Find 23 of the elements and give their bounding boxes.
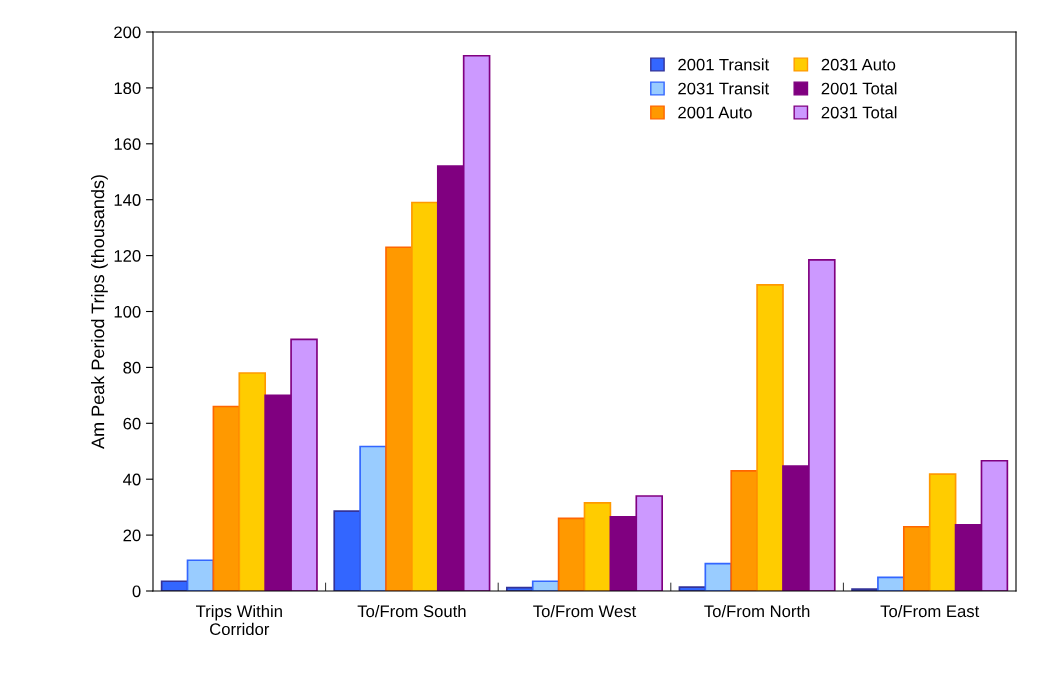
legend-label: 2001 Total — [821, 82, 897, 95]
y-tick-label: 100 — [114, 305, 141, 318]
y-axis-title: Am Peak Period Trips (thousands) — [91, 175, 108, 449]
y-tick-label: 60 — [123, 417, 141, 430]
y-tick-label: 20 — [123, 529, 141, 542]
legend-label: 2031 Total — [821, 106, 897, 119]
y-tick-label: 40 — [123, 473, 141, 486]
x-tick-label: To/From West — [533, 604, 637, 618]
y-tick-label: 140 — [114, 194, 141, 206]
y-tick-label: 0 — [132, 585, 141, 598]
y-tick-label: 80 — [123, 361, 141, 374]
x-tick-label: To/From North — [704, 604, 810, 618]
y-tick-label: 120 — [114, 250, 141, 262]
legend-label: 2001 Transit — [678, 58, 770, 71]
legend-label: 2031 Auto — [821, 58, 896, 71]
y-tick-label: 180 — [114, 82, 141, 95]
y-tick-label: 160 — [114, 138, 141, 150]
x-tick-label: To/From South — [357, 604, 466, 618]
legend-label: 2001 Auto — [678, 106, 752, 119]
x-tick-label: Trips Within Corridor — [196, 604, 282, 636]
x-tick-label: To/From East — [880, 604, 980, 618]
y-tick-label: 200 — [114, 26, 141, 39]
legend-label: 2031 Transit — [678, 82, 770, 95]
